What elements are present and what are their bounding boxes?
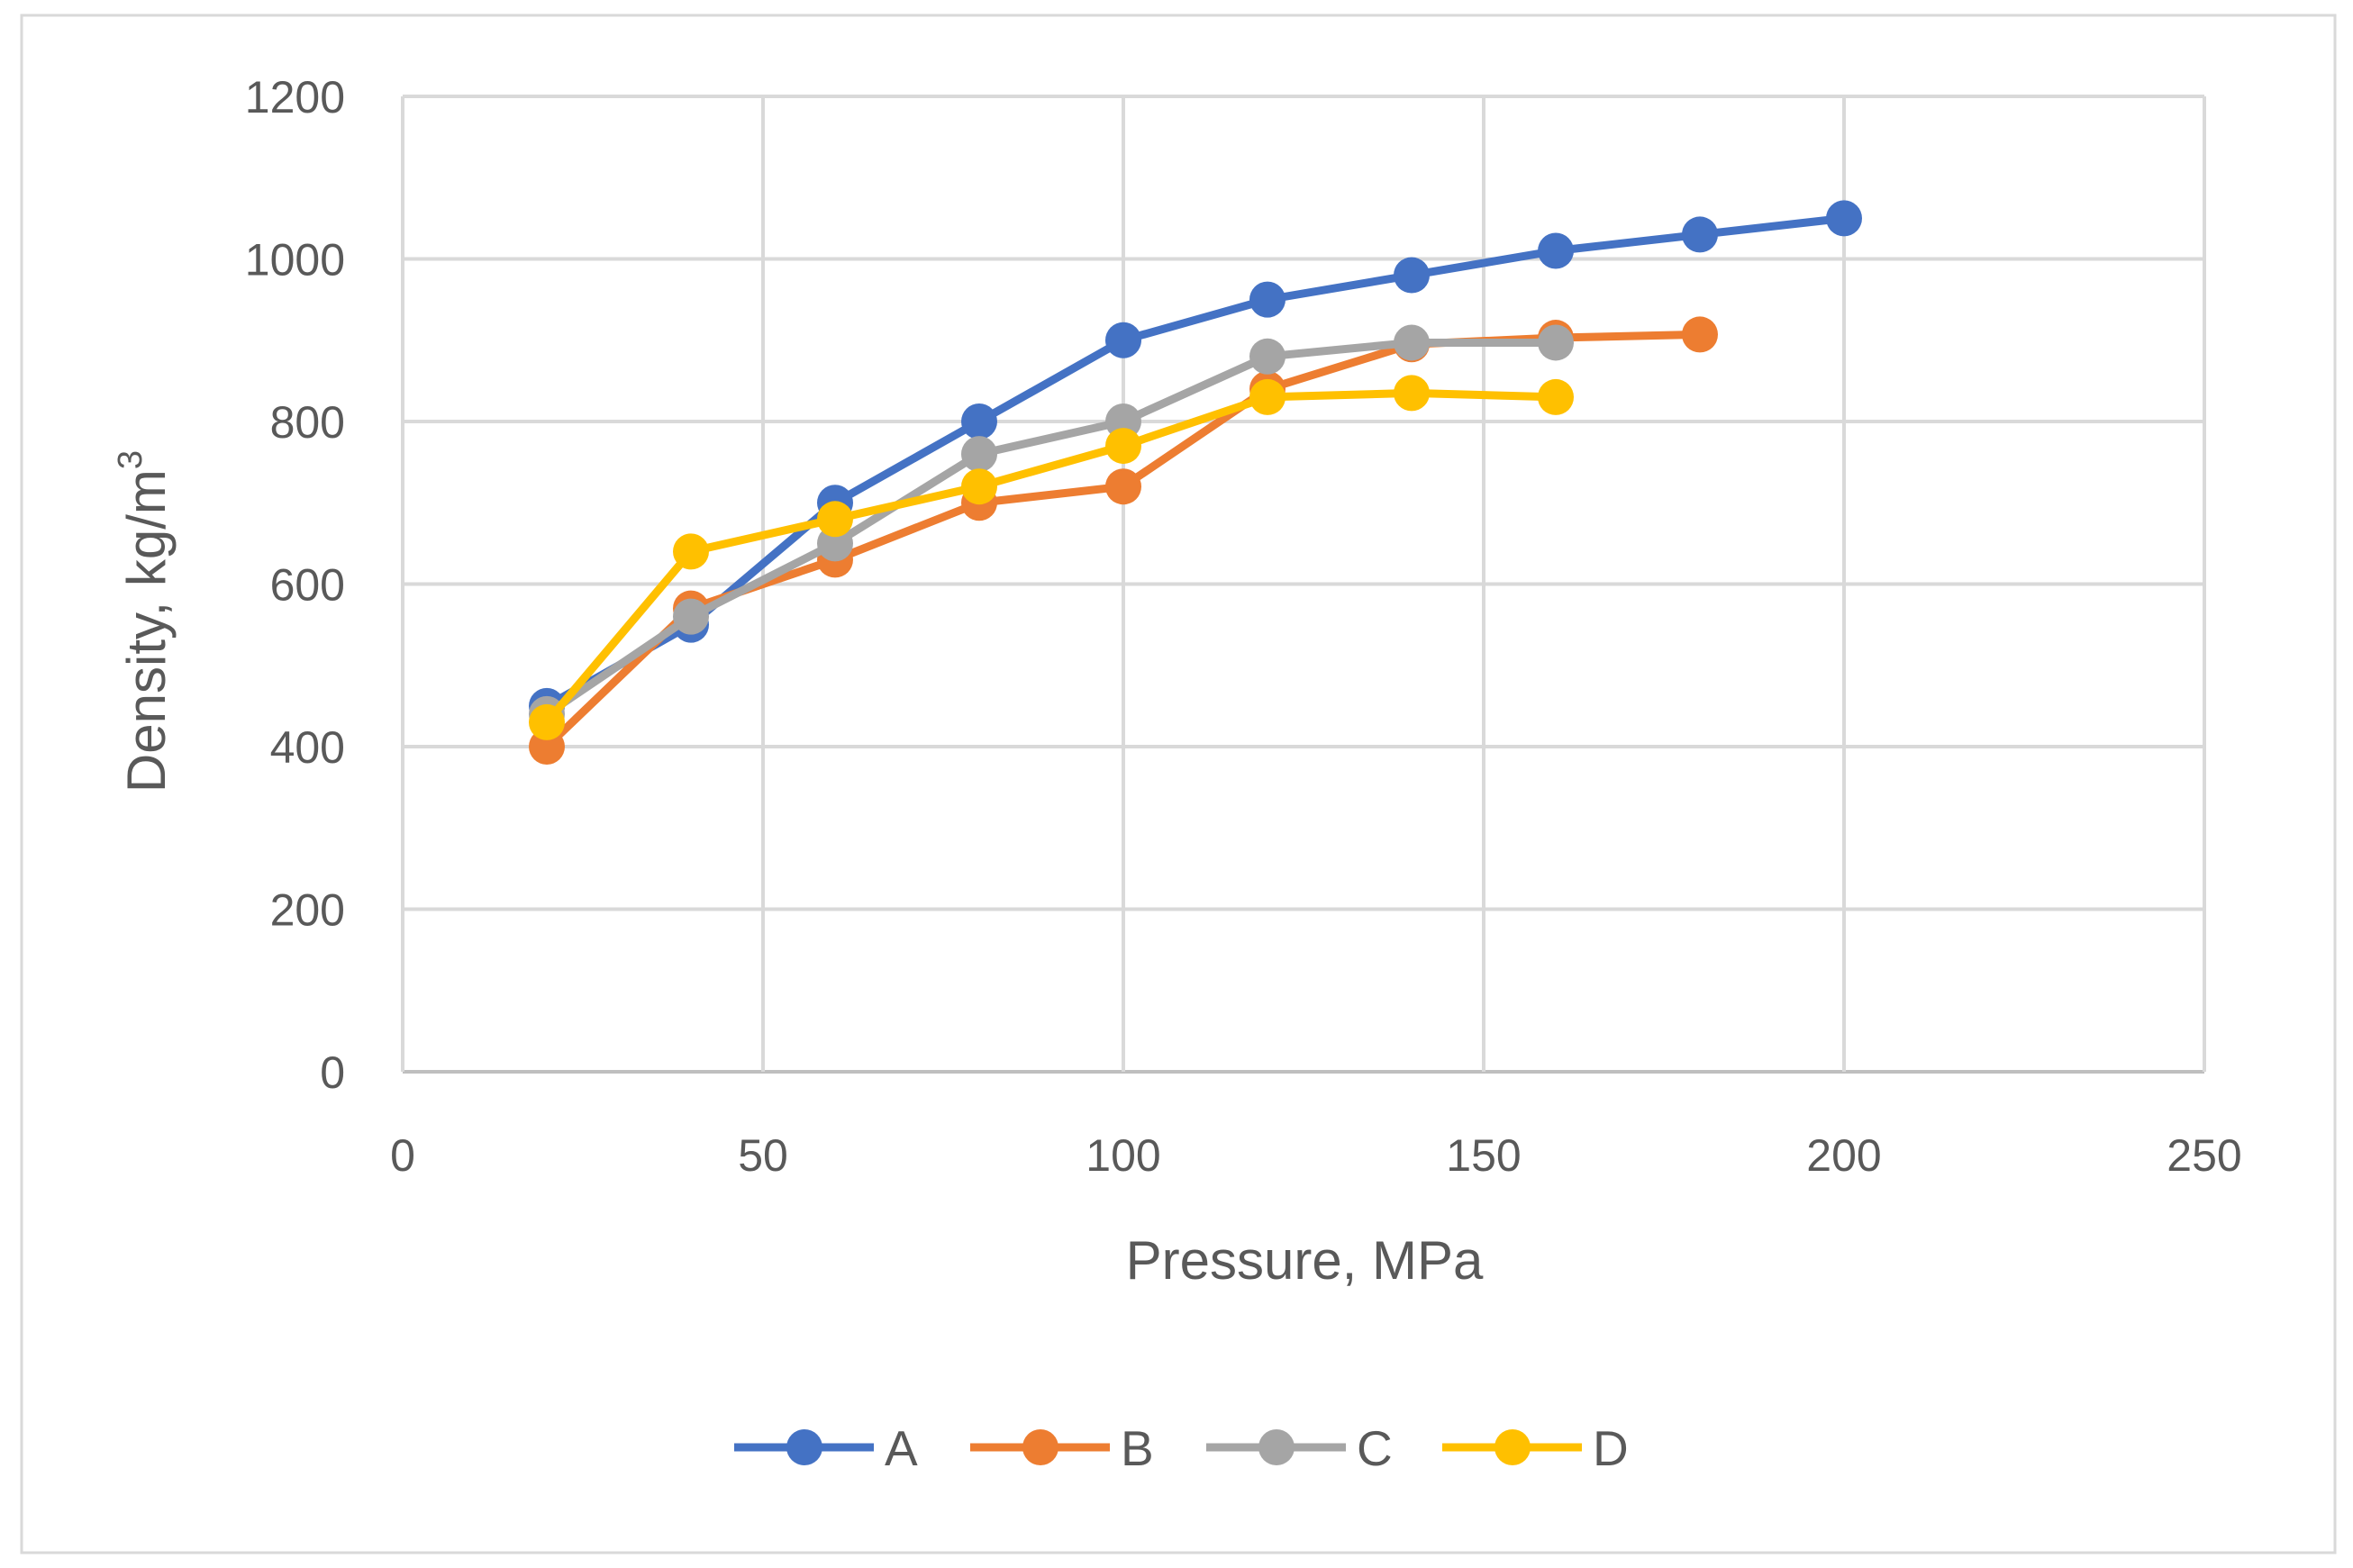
- data-point-d: [1538, 379, 1574, 415]
- x-tick-label: 150: [1446, 1130, 1521, 1181]
- legend-label: A: [885, 1420, 918, 1476]
- y-axis-title-superscript: 3: [112, 450, 150, 469]
- data-point-a: [1682, 216, 1718, 252]
- y-tick-label: 400: [270, 722, 345, 773]
- legend-label: D: [1593, 1420, 1629, 1476]
- data-point-a: [1826, 200, 1862, 236]
- data-point-a: [1538, 232, 1574, 268]
- data-point-c: [1538, 324, 1574, 360]
- data-point-c: [961, 436, 997, 472]
- legend-marker: [1494, 1429, 1531, 1465]
- chart-border: [22, 15, 2335, 1553]
- data-point-a: [1394, 258, 1430, 294]
- data-point-d: [673, 533, 709, 569]
- data-point-c: [1394, 324, 1430, 360]
- data-point-d: [961, 468, 997, 504]
- legend-label: B: [1121, 1420, 1154, 1476]
- y-tick-label: 800: [270, 397, 345, 448]
- legend-marker: [1022, 1429, 1058, 1465]
- legend-marker: [786, 1429, 822, 1465]
- y-tick-label: 600: [270, 560, 345, 611]
- chart: 0 200 400 600 800 1000 1200 0 50 100 150 200 250 Pr…: [0, 0, 2353, 1568]
- x-tick-label: 200: [1806, 1130, 1881, 1181]
- y-tick-label: 1200: [245, 72, 345, 122]
- data-point-d: [817, 501, 853, 537]
- x-tick-label: 250: [2167, 1130, 2241, 1181]
- legend-marker: [1258, 1429, 1295, 1465]
- x-tick-label: 50: [738, 1130, 788, 1181]
- y-axis-title: Density, kg/m3: [112, 450, 177, 793]
- data-point-a: [1249, 282, 1286, 318]
- data-point-d: [1249, 379, 1286, 415]
- data-point-b: [1682, 316, 1718, 352]
- x-tick-label: 100: [1086, 1130, 1160, 1181]
- y-tick-label: 200: [270, 885, 345, 936]
- data-point-c: [1249, 339, 1286, 375]
- data-point-d: [1105, 428, 1141, 464]
- y-tick-label: 0: [320, 1047, 345, 1098]
- data-point-c: [673, 599, 709, 635]
- data-point-d: [1394, 375, 1430, 411]
- x-axis-title: Pressure, MPa: [1126, 1230, 1484, 1291]
- data-point-a: [961, 403, 997, 440]
- data-point-b: [1105, 468, 1141, 504]
- y-axis-title-main: Density, kg/m: [116, 469, 177, 793]
- data-point-a: [1105, 322, 1141, 358]
- legend-label: C: [1357, 1420, 1393, 1476]
- data-point-d: [529, 704, 565, 740]
- y-tick-label: 1000: [245, 235, 345, 286]
- x-tick-label: 0: [390, 1130, 415, 1181]
